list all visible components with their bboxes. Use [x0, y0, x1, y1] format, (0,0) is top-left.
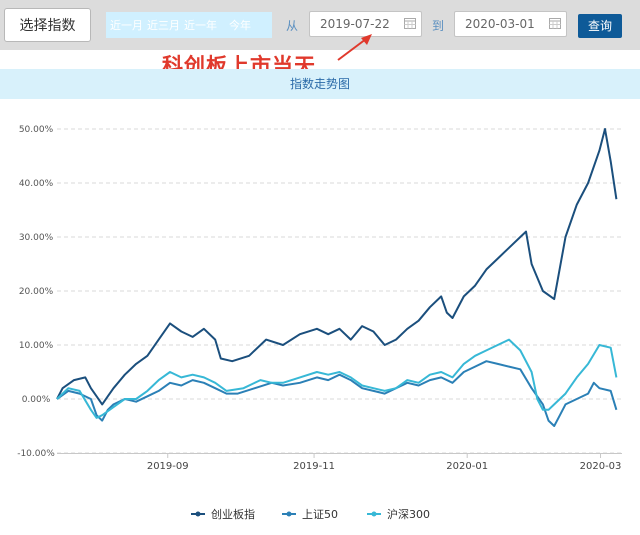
select-index-button[interactable]: 选择指数 — [4, 8, 91, 42]
calendar-icon — [404, 18, 416, 29]
quick-range-ytd[interactable]: 今年 — [229, 19, 251, 32]
quick-range-3m[interactable]: 近三月 — [147, 19, 180, 32]
x-axis: 2019-09 2019-11 2020-01 2020-03 — [57, 453, 622, 472]
from-date-value: 2019-07-22 — [320, 17, 390, 31]
chart-legend: 创业板指 上证50 沪深300 — [191, 507, 430, 521]
legend-marker — [286, 511, 292, 517]
y-tick-label: 0.00% — [22, 395, 51, 405]
legend-label: 上证50 — [302, 508, 338, 521]
series-lines — [56, 128, 618, 427]
to-date-input[interactable]: 2020-03-01 — [454, 11, 567, 37]
toolbar: 选择指数 近一月 近三月 近一年 今年 从 2019-07-22 到 2020-… — [0, 0, 640, 50]
y-tick-label: 50.00% — [19, 125, 54, 135]
quick-range-bar: 近一月 近三月 近一年 今年 — [106, 12, 272, 38]
x-tick-label: 2020-03 — [580, 461, 622, 472]
legend-label: 沪深300 — [387, 507, 430, 521]
y-tick-label: 20.00% — [19, 287, 54, 297]
index-trend-chart: 50.00% 40.00% 30.00% 20.00% 10.00% 0.00% -10.0… — [17, 125, 622, 521]
legend-marker — [195, 511, 201, 517]
annotation-arrow — [337, 34, 372, 61]
y-tick-label: 10.00% — [19, 341, 54, 351]
series-line-3 — [56, 338, 618, 419]
series-line-2 — [56, 360, 618, 427]
from-date-input[interactable]: 2019-07-22 — [309, 11, 422, 37]
quick-range-1m[interactable]: 近一月 — [110, 19, 143, 32]
x-tick-label: 2019-09 — [147, 461, 189, 472]
chart-grid — [57, 128, 622, 454]
legend-label: 创业板指 — [211, 507, 255, 521]
y-axis-ticks: 50.00% 40.00% 30.00% 20.00% 10.00% 0.00% -10.0… — [17, 125, 55, 459]
x-tick-label: 2019-11 — [293, 461, 335, 472]
chart-header: 指数走势图 — [0, 69, 640, 99]
x-tick-label: 2020-01 — [446, 461, 488, 472]
calendar-icon — [549, 18, 561, 29]
to-label: 到 — [432, 19, 445, 33]
series-line-1 — [56, 128, 618, 406]
y-tick-label: 40.00% — [19, 179, 54, 189]
y-tick-label: 30.00% — [19, 233, 54, 243]
to-date-value: 2020-03-01 — [465, 17, 535, 31]
legend-marker — [371, 511, 377, 517]
query-button[interactable]: 查询 — [578, 14, 622, 38]
from-label: 从 — [286, 19, 299, 33]
quick-range-1y[interactable]: 近一年 — [184, 19, 217, 32]
y-tick-label: -10.00% — [17, 449, 55, 459]
